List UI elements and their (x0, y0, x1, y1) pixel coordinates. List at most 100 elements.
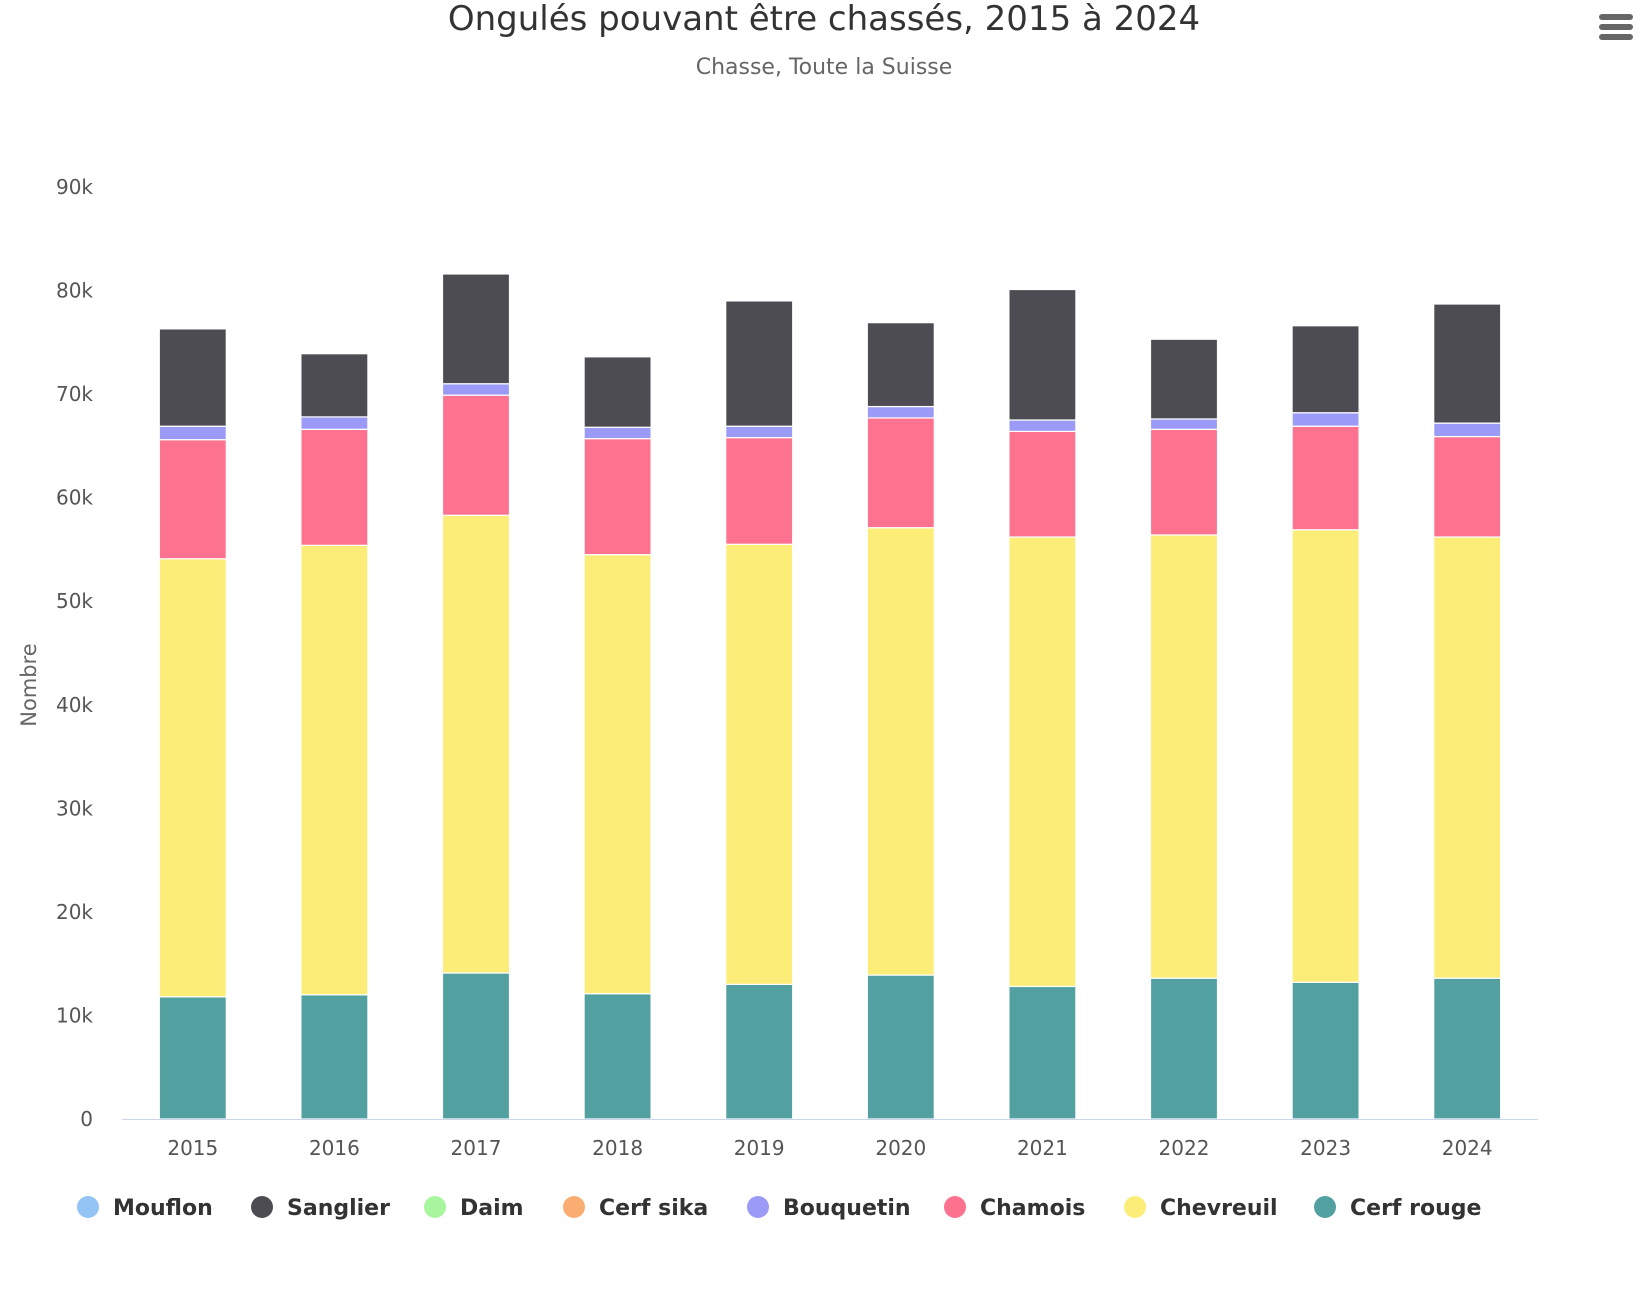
bar-bouquetin-2023[interactable] (1291, 412, 1360, 427)
bar-sanglier-2016[interactable] (300, 353, 369, 418)
x-tick-label: 2020 (875, 1136, 926, 1160)
x-tick-label: 2017 (451, 1136, 502, 1160)
bar-chamois-2024[interactable] (1433, 435, 1502, 538)
bar-cerf-rouge-2020[interactable] (866, 974, 935, 1120)
bar-chevreuil-2024[interactable] (1433, 536, 1502, 979)
x-tick-label: 2021 (1017, 1136, 1068, 1160)
legend-label: Chevreuil (1160, 1196, 1278, 1221)
legend-item-daim[interactable]: Daim (424, 1196, 524, 1221)
bar-bouquetin-2021[interactable] (1008, 419, 1077, 432)
bar-sanglier-2018[interactable] (583, 356, 652, 428)
bar-bouquetin-2019[interactable] (725, 425, 794, 439)
legend-item-chevreuil[interactable]: Chevreuil (1124, 1196, 1278, 1221)
bar-stack-2024 (1433, 303, 1502, 1120)
legend-item-cerf-rouge[interactable]: Cerf rouge (1314, 1196, 1481, 1221)
bar-sanglier-2022[interactable] (1149, 338, 1219, 420)
bar-cerf-rouge-2022[interactable] (1149, 977, 1219, 1120)
x-axis-ticks: 2015 2016 2017 2018 2019 2020 2021 2022 2023 2024 (167, 1136, 1492, 1160)
x-tick-label: 2015 (167, 1136, 218, 1160)
bar-chevreuil-2021[interactable] (1008, 536, 1077, 988)
legend-item-sanglier[interactable]: Sanglier (251, 1196, 390, 1221)
bar-stack-2023 (1291, 325, 1360, 1120)
y-tick-label: 60k (56, 486, 93, 510)
bar-stack-2021 (1008, 288, 1077, 1120)
legend-marker (563, 1196, 585, 1218)
bar-bouquetin-2022[interactable] (1149, 418, 1219, 430)
bar-chamois-2019[interactable] (725, 437, 794, 545)
bar-stack-2017 (441, 273, 511, 1120)
legend-marker (747, 1196, 769, 1218)
bar-stack-2018 (583, 356, 652, 1120)
bar-chevreuil-2019[interactable] (725, 543, 794, 985)
bar-chevreuil-2018[interactable] (583, 554, 652, 995)
bar-sanglier-2020[interactable] (866, 322, 935, 408)
bar-bouquetin-2020[interactable] (866, 405, 935, 419)
bar-cerf-rouge-2016[interactable] (300, 994, 369, 1120)
bar-chamois-2017[interactable] (441, 394, 511, 516)
bar-cerf-rouge-2017[interactable] (441, 972, 511, 1120)
bar-bouquetin-2015[interactable] (158, 425, 227, 441)
bar-cerf-rouge-2023[interactable] (1291, 981, 1360, 1120)
bar-bouquetin-2016[interactable] (300, 416, 369, 430)
legend-label: Cerf sika (599, 1196, 708, 1221)
y-tick-label: 30k (56, 796, 93, 820)
bar-chamois-2018[interactable] (583, 438, 652, 556)
y-tick-label: 10k (56, 1003, 93, 1027)
bar-cerf-rouge-2024[interactable] (1433, 977, 1502, 1120)
bar-cerf-rouge-2018[interactable] (583, 993, 652, 1120)
bar-chevreuil-2020[interactable] (866, 527, 935, 976)
y-tick-label: 20k (56, 900, 93, 924)
x-tick-label: 2023 (1300, 1136, 1351, 1160)
menu-icon-line (1599, 34, 1633, 40)
bar-sanglier-2015[interactable] (158, 328, 227, 427)
y-tick-label: 70k (56, 382, 93, 406)
bar-stack-2020 (866, 322, 935, 1120)
legend-item-bouquetin[interactable]: Bouquetin (747, 1196, 911, 1221)
bar-chevreuil-2016[interactable] (300, 544, 369, 996)
bar-cerf-rouge-2019[interactable] (725, 983, 794, 1120)
legend-label: Mouflon (113, 1196, 213, 1221)
bar-sanglier-2019[interactable] (725, 300, 794, 427)
legend-marker (1124, 1196, 1146, 1218)
legend-label: Bouquetin (783, 1196, 911, 1221)
bar-chevreuil-2023[interactable] (1291, 529, 1360, 983)
bar-chamois-2015[interactable] (158, 439, 227, 560)
bar-chamois-2022[interactable] (1149, 428, 1219, 536)
menu-button[interactable] (1592, 8, 1640, 52)
bar-chamois-2023[interactable] (1291, 425, 1360, 531)
bar-chamois-2016[interactable] (300, 428, 369, 546)
x-tick-label: 2018 (592, 1136, 643, 1160)
bar-sanglier-2021[interactable] (1008, 288, 1077, 421)
bar-sanglier-2023[interactable] (1291, 325, 1360, 414)
bar-sanglier-2024[interactable] (1433, 303, 1502, 424)
bar-chevreuil-2022[interactable] (1149, 534, 1219, 979)
legend-item-mouflon[interactable]: Mouflon (77, 1196, 213, 1221)
bar-bouquetin-2024[interactable] (1433, 422, 1502, 438)
bar-chamois-2021[interactable] (1008, 430, 1077, 538)
legend-label: Daim (460, 1196, 524, 1221)
bar-stack-2022 (1149, 338, 1219, 1120)
y-axis-title: Nombre (17, 643, 41, 726)
y-tick-label: 50k (56, 589, 93, 613)
legend-marker (944, 1196, 966, 1218)
menu-icon-line (1599, 24, 1633, 30)
bar-chevreuil-2017[interactable] (441, 514, 511, 974)
y-axis-ticks: 0 10k 20k 30k 40k 50k 60k 70k 80k 90k (56, 175, 93, 1131)
y-tick-label: 40k (56, 693, 93, 717)
bar-sanglier-2017[interactable] (441, 273, 511, 385)
legend-item-cerf-sika[interactable]: Cerf sika (563, 1196, 708, 1221)
legend-marker (1314, 1196, 1336, 1218)
bar-cerf-rouge-2015[interactable] (158, 996, 227, 1120)
bar-chamois-2020[interactable] (866, 417, 935, 529)
bar-bouquetin-2017[interactable] (441, 383, 511, 396)
bar-bouquetin-2018[interactable] (583, 426, 652, 440)
legend-item-chamois[interactable]: Chamois (944, 1196, 1085, 1221)
bar-stack-2016 (300, 353, 369, 1120)
x-tick-label: 2016 (309, 1136, 360, 1160)
bar-cerf-rouge-2021[interactable] (1008, 985, 1077, 1120)
bar-chevreuil-2015[interactable] (158, 558, 227, 998)
legend-marker (77, 1196, 99, 1218)
legend-label: Cerf rouge (1350, 1196, 1481, 1221)
